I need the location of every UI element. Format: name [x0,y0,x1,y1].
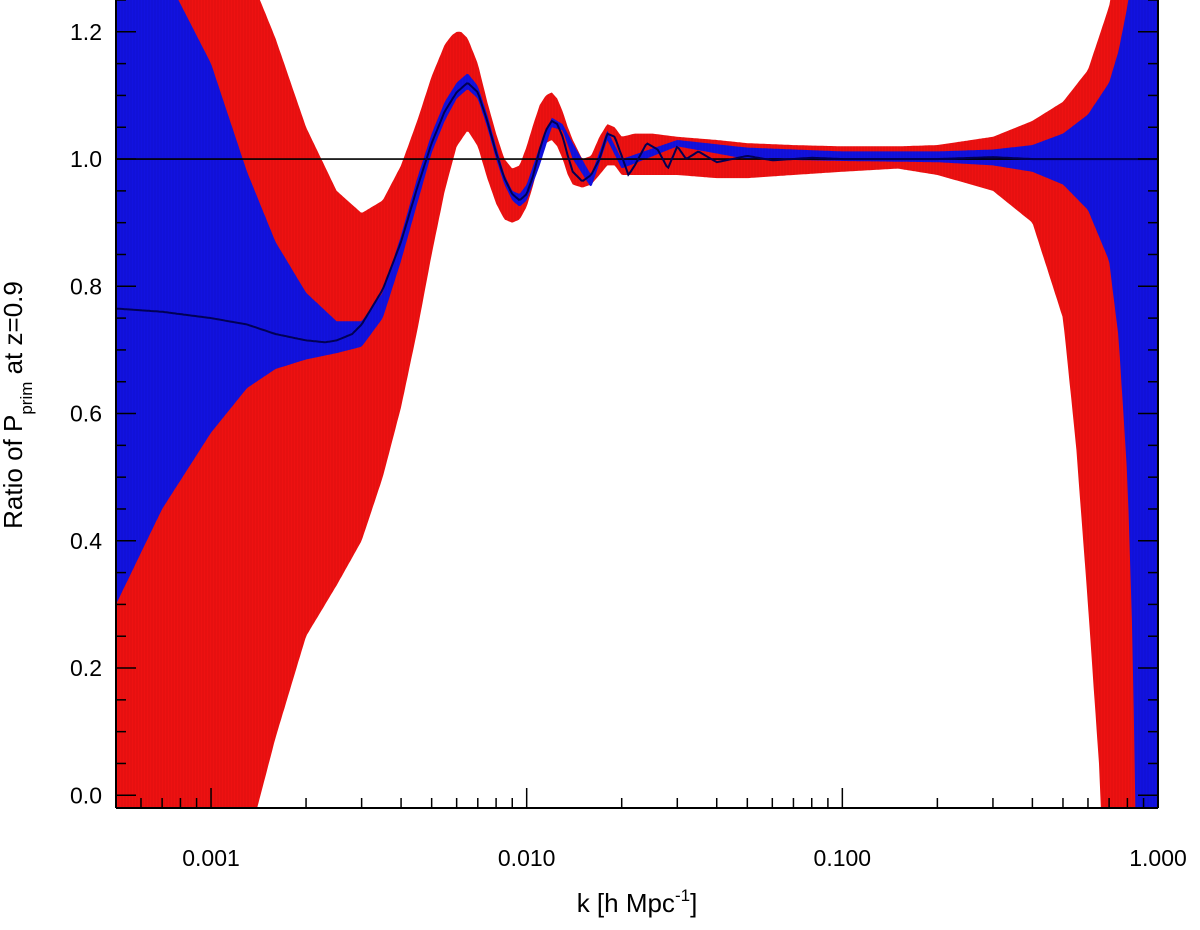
x-axis-title-sup: -1 [675,886,690,905]
x-axis-title-main: k [h Mpc [577,888,675,918]
x-tick-label: 0.010 [498,845,556,871]
band-hatching [116,0,1158,808]
y-tick-label: 0.6 [70,401,102,427]
y-tick-label: 1.0 [70,146,102,172]
y-tick-label: 0.4 [70,528,102,554]
y-axis-title-post: at z=0.9 [0,281,28,381]
x-tick-label: 0.100 [814,845,872,871]
x-tick-label: 0.001 [182,845,240,871]
y-axis-title-pre: Ratio of P [0,415,28,529]
y-axis-title-sub: prim [17,382,36,415]
confidence-bands [116,0,1158,808]
x-axis-title-close: ] [690,888,697,918]
y-tick-label: 0.8 [70,273,102,299]
data-lines [116,82,1158,344]
y-axis-title: Ratio of Pprim at z=0.9 [0,281,36,529]
x-axis-title: k [h Mpc-1] [577,886,698,918]
tick-labels: 0.001 0.010 0.100 1.000 0.0 0.2 0.4 0.6 0.8 1.0 1.… [70,19,1187,871]
y-tick-label: 0.2 [70,655,102,681]
x-tick-label: 1.000 [1129,845,1187,871]
axes [115,0,1159,809]
y-tick-label: 1.2 [70,19,102,45]
mean-line-0 [116,82,1158,344]
y-tick-label: 0.0 [70,782,102,808]
